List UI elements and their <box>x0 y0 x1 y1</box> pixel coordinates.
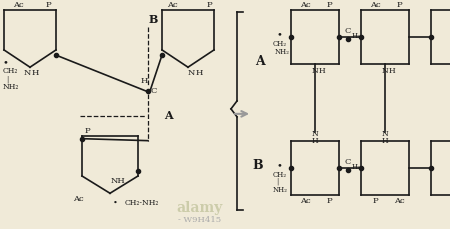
Text: H: H <box>195 69 203 77</box>
Text: P: P <box>45 1 51 9</box>
Text: NH: NH <box>111 177 126 185</box>
Text: |: | <box>6 75 8 83</box>
Text: H: H <box>312 137 318 145</box>
Text: Ac: Ac <box>13 1 23 9</box>
Text: CH₂: CH₂ <box>273 40 287 48</box>
Text: CH₂-NH₂: CH₂-NH₂ <box>125 199 159 207</box>
Text: NH₂: NH₂ <box>273 186 288 194</box>
Text: |: | <box>276 178 278 186</box>
Text: H: H <box>32 69 39 77</box>
Text: P: P <box>396 1 402 9</box>
Text: H: H <box>389 67 395 75</box>
Text: CH₂: CH₂ <box>273 171 287 179</box>
Text: Ac: Ac <box>166 1 177 9</box>
Text: H₂: H₂ <box>351 32 360 40</box>
Text: •: • <box>276 30 282 39</box>
Text: B: B <box>148 14 157 25</box>
Text: P: P <box>372 197 378 205</box>
Text: CH₂: CH₂ <box>3 67 18 75</box>
Text: NH₂: NH₂ <box>275 48 290 56</box>
Text: C: C <box>151 87 157 95</box>
Text: •: • <box>276 161 282 170</box>
Text: NH₂: NH₂ <box>3 83 19 91</box>
Text: N: N <box>311 130 319 138</box>
Text: C: C <box>345 27 351 35</box>
Text: N: N <box>382 67 388 75</box>
Text: P: P <box>326 197 332 205</box>
Text: P: P <box>206 1 212 9</box>
Text: A: A <box>164 110 172 121</box>
Text: •: • <box>3 59 9 68</box>
Text: N: N <box>382 130 388 138</box>
Text: C: C <box>345 158 351 166</box>
Text: H: H <box>140 77 148 85</box>
Text: •: • <box>112 199 117 207</box>
Text: P: P <box>326 1 332 9</box>
Text: N: N <box>311 67 319 75</box>
Text: H: H <box>382 137 388 145</box>
Text: N: N <box>187 69 195 77</box>
Text: A: A <box>255 55 265 68</box>
Text: H₂: H₂ <box>351 163 360 171</box>
Text: B: B <box>253 159 263 172</box>
Text: N: N <box>23 69 31 77</box>
Text: Ac: Ac <box>73 195 83 203</box>
Text: Ac: Ac <box>300 1 310 9</box>
Text: Ac: Ac <box>394 197 404 205</box>
Text: Ac: Ac <box>370 1 380 9</box>
Text: Ac: Ac <box>300 197 310 205</box>
Text: H: H <box>319 67 325 75</box>
Text: P: P <box>84 127 90 135</box>
Text: - W9H415: - W9H415 <box>179 216 221 224</box>
Text: alamy: alamy <box>177 201 223 215</box>
